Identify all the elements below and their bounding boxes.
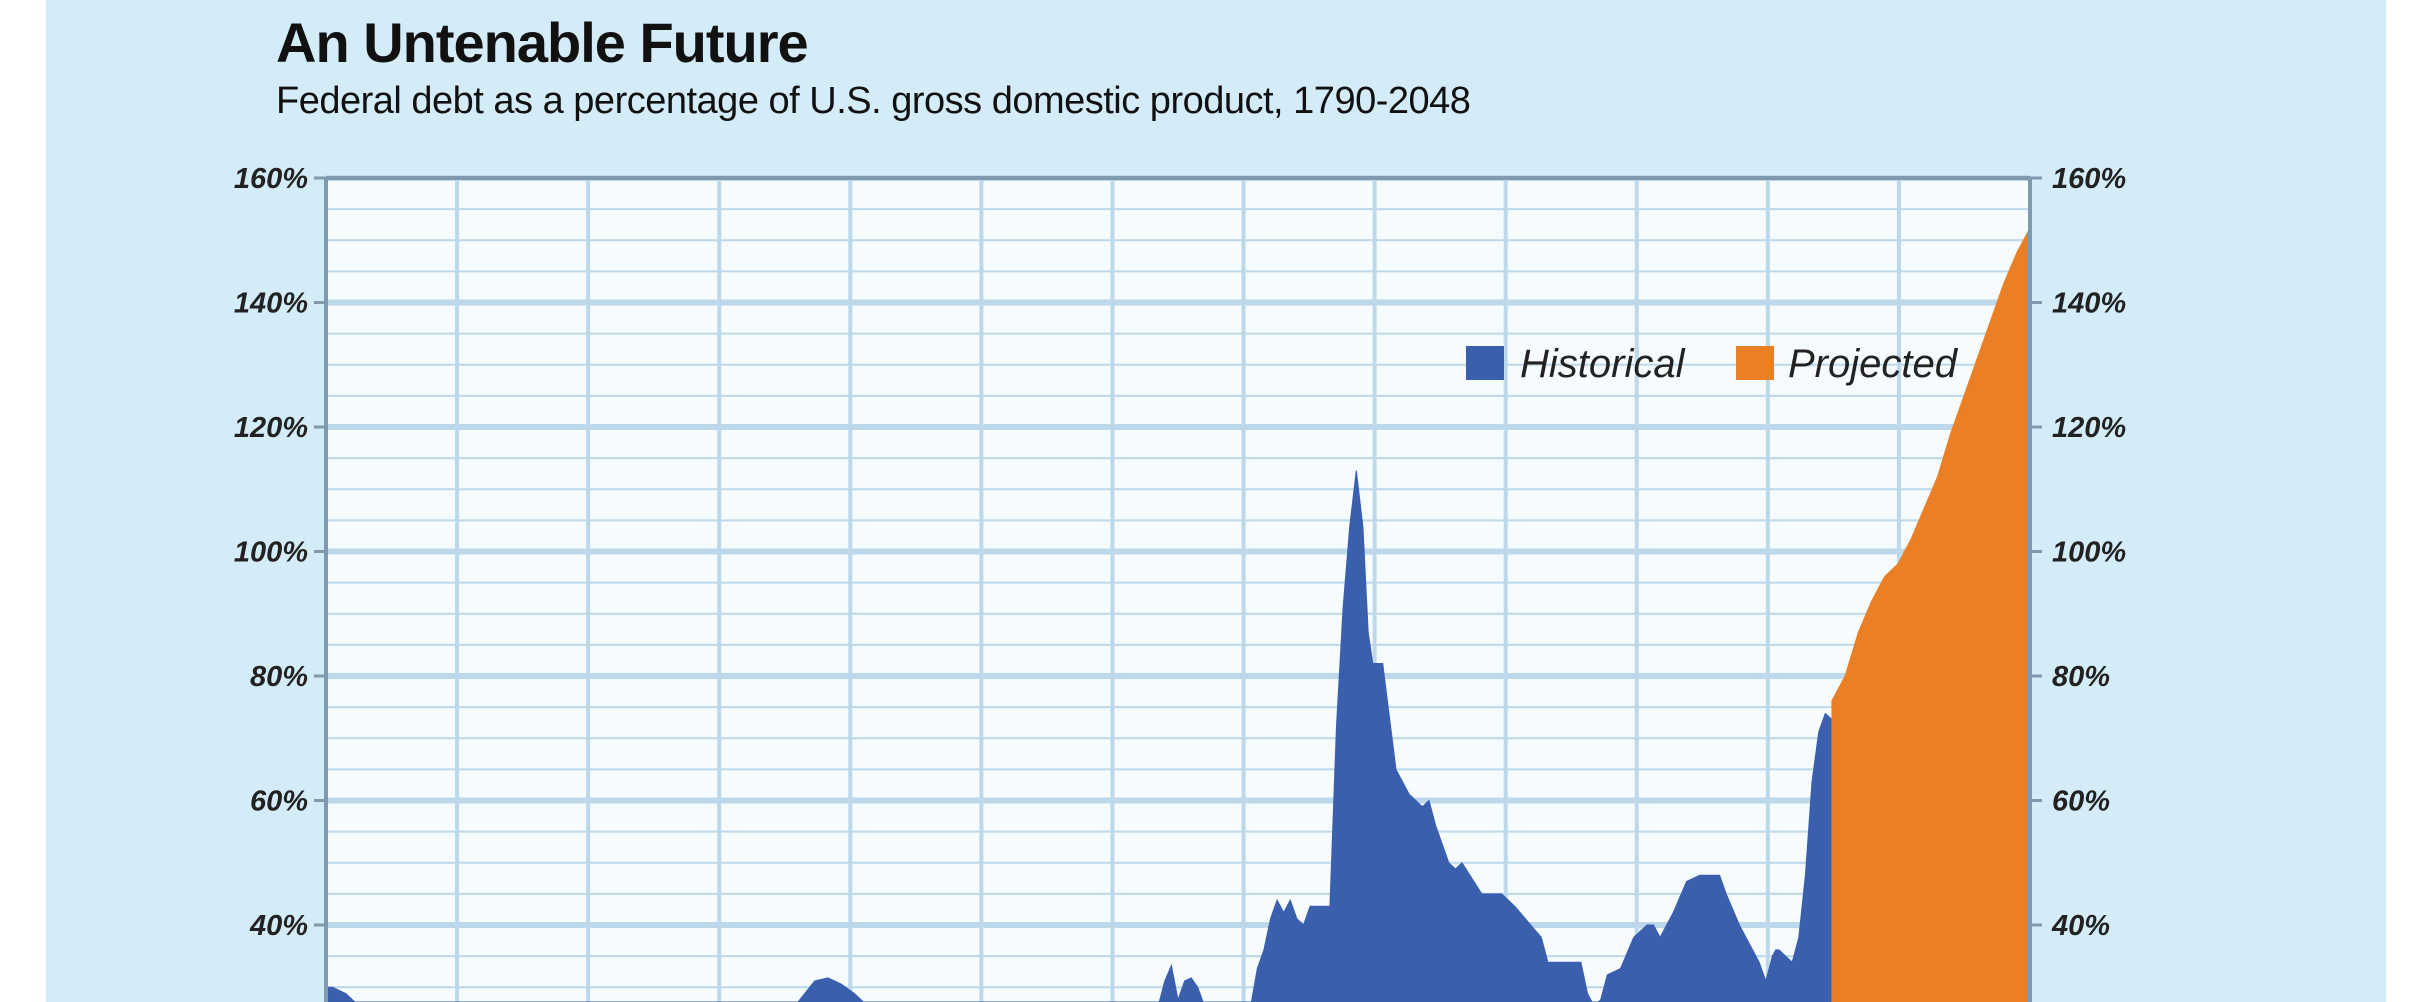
tick-label-right: 120%: [2052, 412, 2126, 444]
tick-label-left: 140%: [234, 288, 308, 320]
chart-panel: An Untenable Future Federal debt as a pe…: [46, 0, 2386, 1002]
chart-title: An Untenable Future: [276, 11, 809, 74]
tick-label-left: 60%: [250, 786, 308, 818]
tick-label-left: 40%: [249, 910, 308, 942]
plot-background: [326, 178, 2030, 1002]
data-layer: [325, 227, 2031, 1002]
tick-label-left: 80%: [250, 661, 308, 693]
tick-label-right: 140%: [2052, 288, 2126, 320]
series-area-projected: [1831, 227, 2031, 1002]
legend-swatch-projected: [1736, 346, 1774, 380]
legend: Historical Projected: [1466, 342, 1959, 386]
tick-label-right: 60%: [2052, 786, 2110, 818]
chart-subtitle: Federal debt as a percentage of U.S. gro…: [276, 80, 1471, 122]
legend-label-projected: Projected: [1788, 342, 1959, 386]
legend-label-historical: Historical: [1520, 342, 1686, 386]
legend-swatch-historical: [1466, 346, 1504, 380]
tick-label-left: 120%: [234, 412, 308, 444]
grid: [326, 175, 2030, 1002]
chart-area: 160% 160% 140% 140% 120% 120% 100% 100% 80% 80% 60…: [234, 163, 2126, 1002]
tick-label-right: 40%: [2051, 910, 2110, 942]
tick-label-right: 80%: [2052, 661, 2110, 693]
tick-label-right: 160%: [2052, 163, 2126, 195]
tick-label-left: 160%: [234, 163, 308, 195]
series-area-historical: [325, 470, 1833, 1002]
tick-label-left: 100%: [234, 537, 308, 569]
tick-label-right: 100%: [2052, 537, 2126, 569]
axes: 160% 160% 140% 140% 120% 120% 100% 100% 80% 80% 60…: [234, 163, 2126, 1002]
